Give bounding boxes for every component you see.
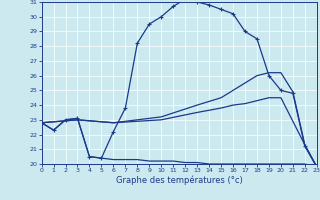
X-axis label: Graphe des températures (°c): Graphe des températures (°c) (116, 176, 243, 185)
